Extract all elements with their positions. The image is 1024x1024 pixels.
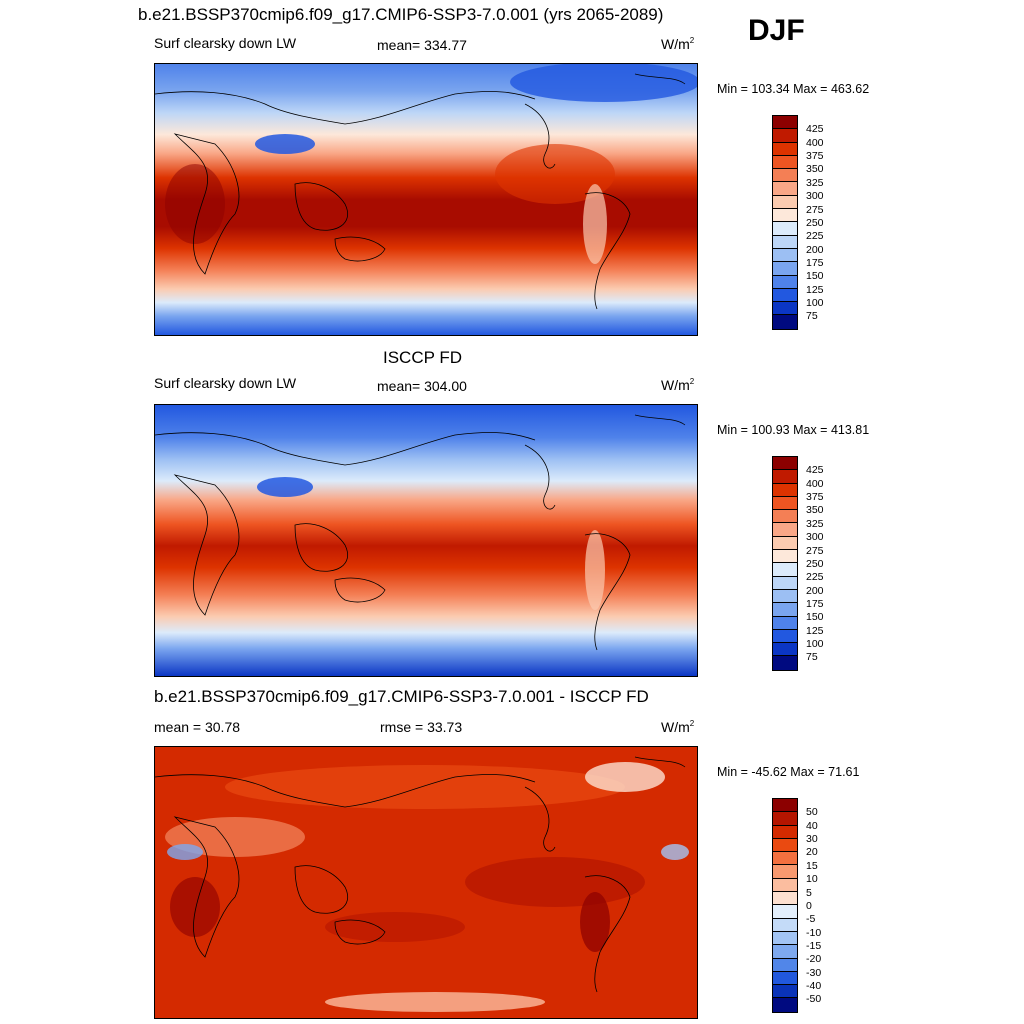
tick-label: -10 (806, 927, 822, 939)
tick-label: 125 (806, 284, 824, 296)
tick-label: 225 (806, 571, 824, 583)
tick-label: 325 (806, 177, 824, 189)
tick-label: 275 (806, 545, 824, 557)
tick-label: 10 (806, 873, 818, 885)
tick-label: -30 (806, 967, 822, 979)
tick-label: 300 (806, 190, 824, 202)
tick-label: 250 (806, 558, 824, 570)
season-label: DJF (748, 14, 805, 47)
panel1-minmax: Min = 103.34 Max = 463.62 (717, 82, 870, 96)
panel3-colorbar (772, 798, 798, 1013)
tick-label: 50 (806, 806, 818, 818)
tick-label: 15 (806, 860, 818, 872)
tick-label: 425 (806, 123, 824, 135)
tick-label: 400 (806, 137, 824, 149)
figure-title: b.e21.BSSP370cmip6.f09_g17.CMIP6-SSP3-7.… (138, 5, 664, 24)
tick-label: 100 (806, 297, 824, 309)
tick-label: 375 (806, 150, 824, 162)
tick-label: 175 (806, 257, 824, 269)
tick-label: 400 (806, 478, 824, 490)
panel2-minmax: Min = 100.93 Max = 413.81 (717, 423, 870, 437)
panel2-variable: Surf clearsky down LW (154, 375, 297, 391)
tick-label: 100 (806, 638, 824, 650)
tick-label: 350 (806, 163, 824, 175)
tick-label: 75 (806, 651, 818, 663)
tick-label: 40 (806, 820, 818, 832)
tick-label: 300 (806, 531, 824, 543)
tick-label: 225 (806, 230, 824, 242)
tick-label: 20 (806, 846, 818, 858)
tick-label: -50 (806, 993, 822, 1005)
tick-label: 125 (806, 625, 824, 637)
tick-label: 5 (806, 887, 812, 899)
panel2-obs-map (154, 404, 698, 677)
panel3-difference-map (154, 746, 698, 1019)
tick-label: 30 (806, 833, 818, 845)
tick-label: 200 (806, 244, 824, 256)
panel3-units: W/m2 (661, 719, 695, 735)
panel2-title: ISCCP FD (383, 348, 463, 367)
tick-label: -5 (806, 913, 816, 925)
panel2-colorbar (772, 456, 798, 671)
tick-label: 425 (806, 464, 824, 476)
tick-label: 150 (806, 611, 824, 623)
panel3-mean: mean = 30.78 (154, 719, 241, 735)
panel3-minmax: Min = -45.62 Max = 71.61 (717, 765, 860, 779)
tick-label: 350 (806, 504, 824, 516)
panel1-variable: Surf clearsky down LW (154, 35, 297, 51)
tick-label: 75 (806, 310, 818, 322)
tick-label: 275 (806, 204, 824, 216)
tick-label: -15 (806, 940, 822, 952)
tick-label: -20 (806, 953, 822, 965)
tick-label: 0 (806, 900, 812, 912)
panel1-colorbar (772, 115, 798, 330)
tick-label: 375 (806, 491, 824, 503)
panel1-units: W/m2 (661, 36, 695, 52)
tick-label: 325 (806, 518, 824, 530)
tick-label: 175 (806, 598, 824, 610)
panel2-mean: mean= 304.00 (377, 378, 467, 394)
panel1-model-map (154, 63, 698, 336)
tick-label: 150 (806, 270, 824, 282)
panel1-mean: mean= 334.77 (377, 37, 467, 53)
panel2-units: W/m2 (661, 377, 695, 393)
tick-label: 200 (806, 585, 824, 597)
panel3-rmse: rmse = 33.73 (380, 719, 463, 735)
tick-label: 250 (806, 217, 824, 229)
panel3-title: b.e21.BSSP370cmip6.f09_g17.CMIP6-SSP3-7.… (154, 687, 649, 706)
tick-label: -40 (806, 980, 822, 992)
